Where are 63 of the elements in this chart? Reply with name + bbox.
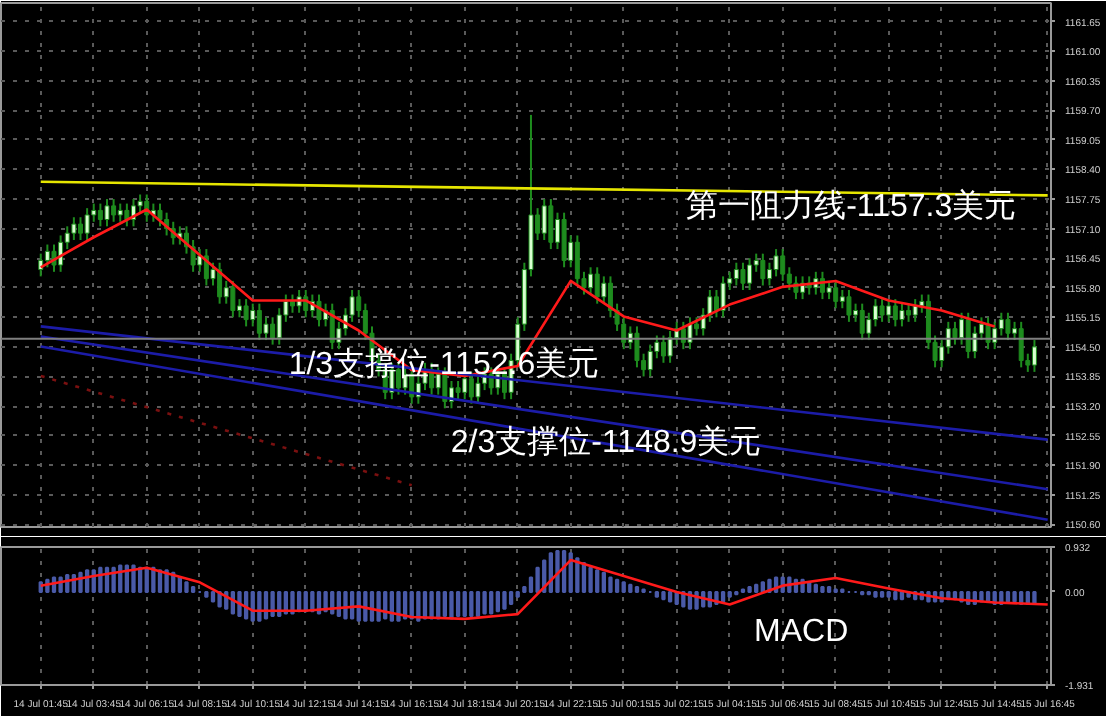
candlestick [952,320,958,346]
candlestick [594,266,600,305]
candlestick [740,261,746,292]
candlestick [548,198,554,251]
candlestick [972,325,978,360]
candlestick [647,343,653,378]
candlestick [270,316,276,346]
candlestick [859,302,865,342]
candlestick [879,298,885,323]
candlestick [826,279,832,301]
candlestick [250,302,256,328]
candlestick [694,316,700,337]
candlestick [634,325,640,369]
candlestick [97,202,103,228]
candlestick [899,302,905,328]
candlestick [256,302,262,342]
candlestick [588,266,594,296]
candlestick [760,252,766,287]
candlestick [780,248,786,282]
candlestick [243,298,249,328]
candlestick [574,234,580,287]
candlestick [601,275,607,305]
candlestick [263,316,269,342]
candlestick [660,334,666,364]
candlestick [667,329,673,364]
candlestick [733,261,739,287]
candlestick [906,302,912,323]
candlestick [992,320,998,351]
candlestick [1018,320,1024,369]
candlestick [78,216,83,241]
line-series [39,558,1049,621]
candlestick [117,202,123,223]
candlestick [104,198,110,228]
candlestick [84,207,90,241]
candlestick [44,243,50,269]
candlestick [541,198,547,241]
candlestick [230,279,236,319]
candlestick [833,279,839,310]
candlestick [965,311,971,360]
candlestick [959,311,965,346]
candlestick [71,216,77,241]
candlestick [455,379,461,401]
annotation: 第一阻力线-1157.3美元 [686,188,1017,225]
candlestick [886,298,892,323]
candlestick [1005,311,1011,342]
candlestick [846,289,852,323]
candlestick [157,202,163,228]
candlestick [773,248,779,278]
candlestick [290,293,295,314]
candlestick [720,275,726,319]
annotation: MACD [754,615,849,649]
candlestick [1031,339,1037,373]
candlestick [912,298,918,323]
candlestick [111,198,117,223]
candlestick [475,375,481,405]
candlestick [316,293,322,328]
candlestick [747,257,753,292]
candlestick [892,298,898,328]
candlestick [713,289,719,319]
candlestick [561,211,567,269]
candlestick [124,202,130,228]
candlestick [197,248,203,273]
candlestick [839,289,845,310]
